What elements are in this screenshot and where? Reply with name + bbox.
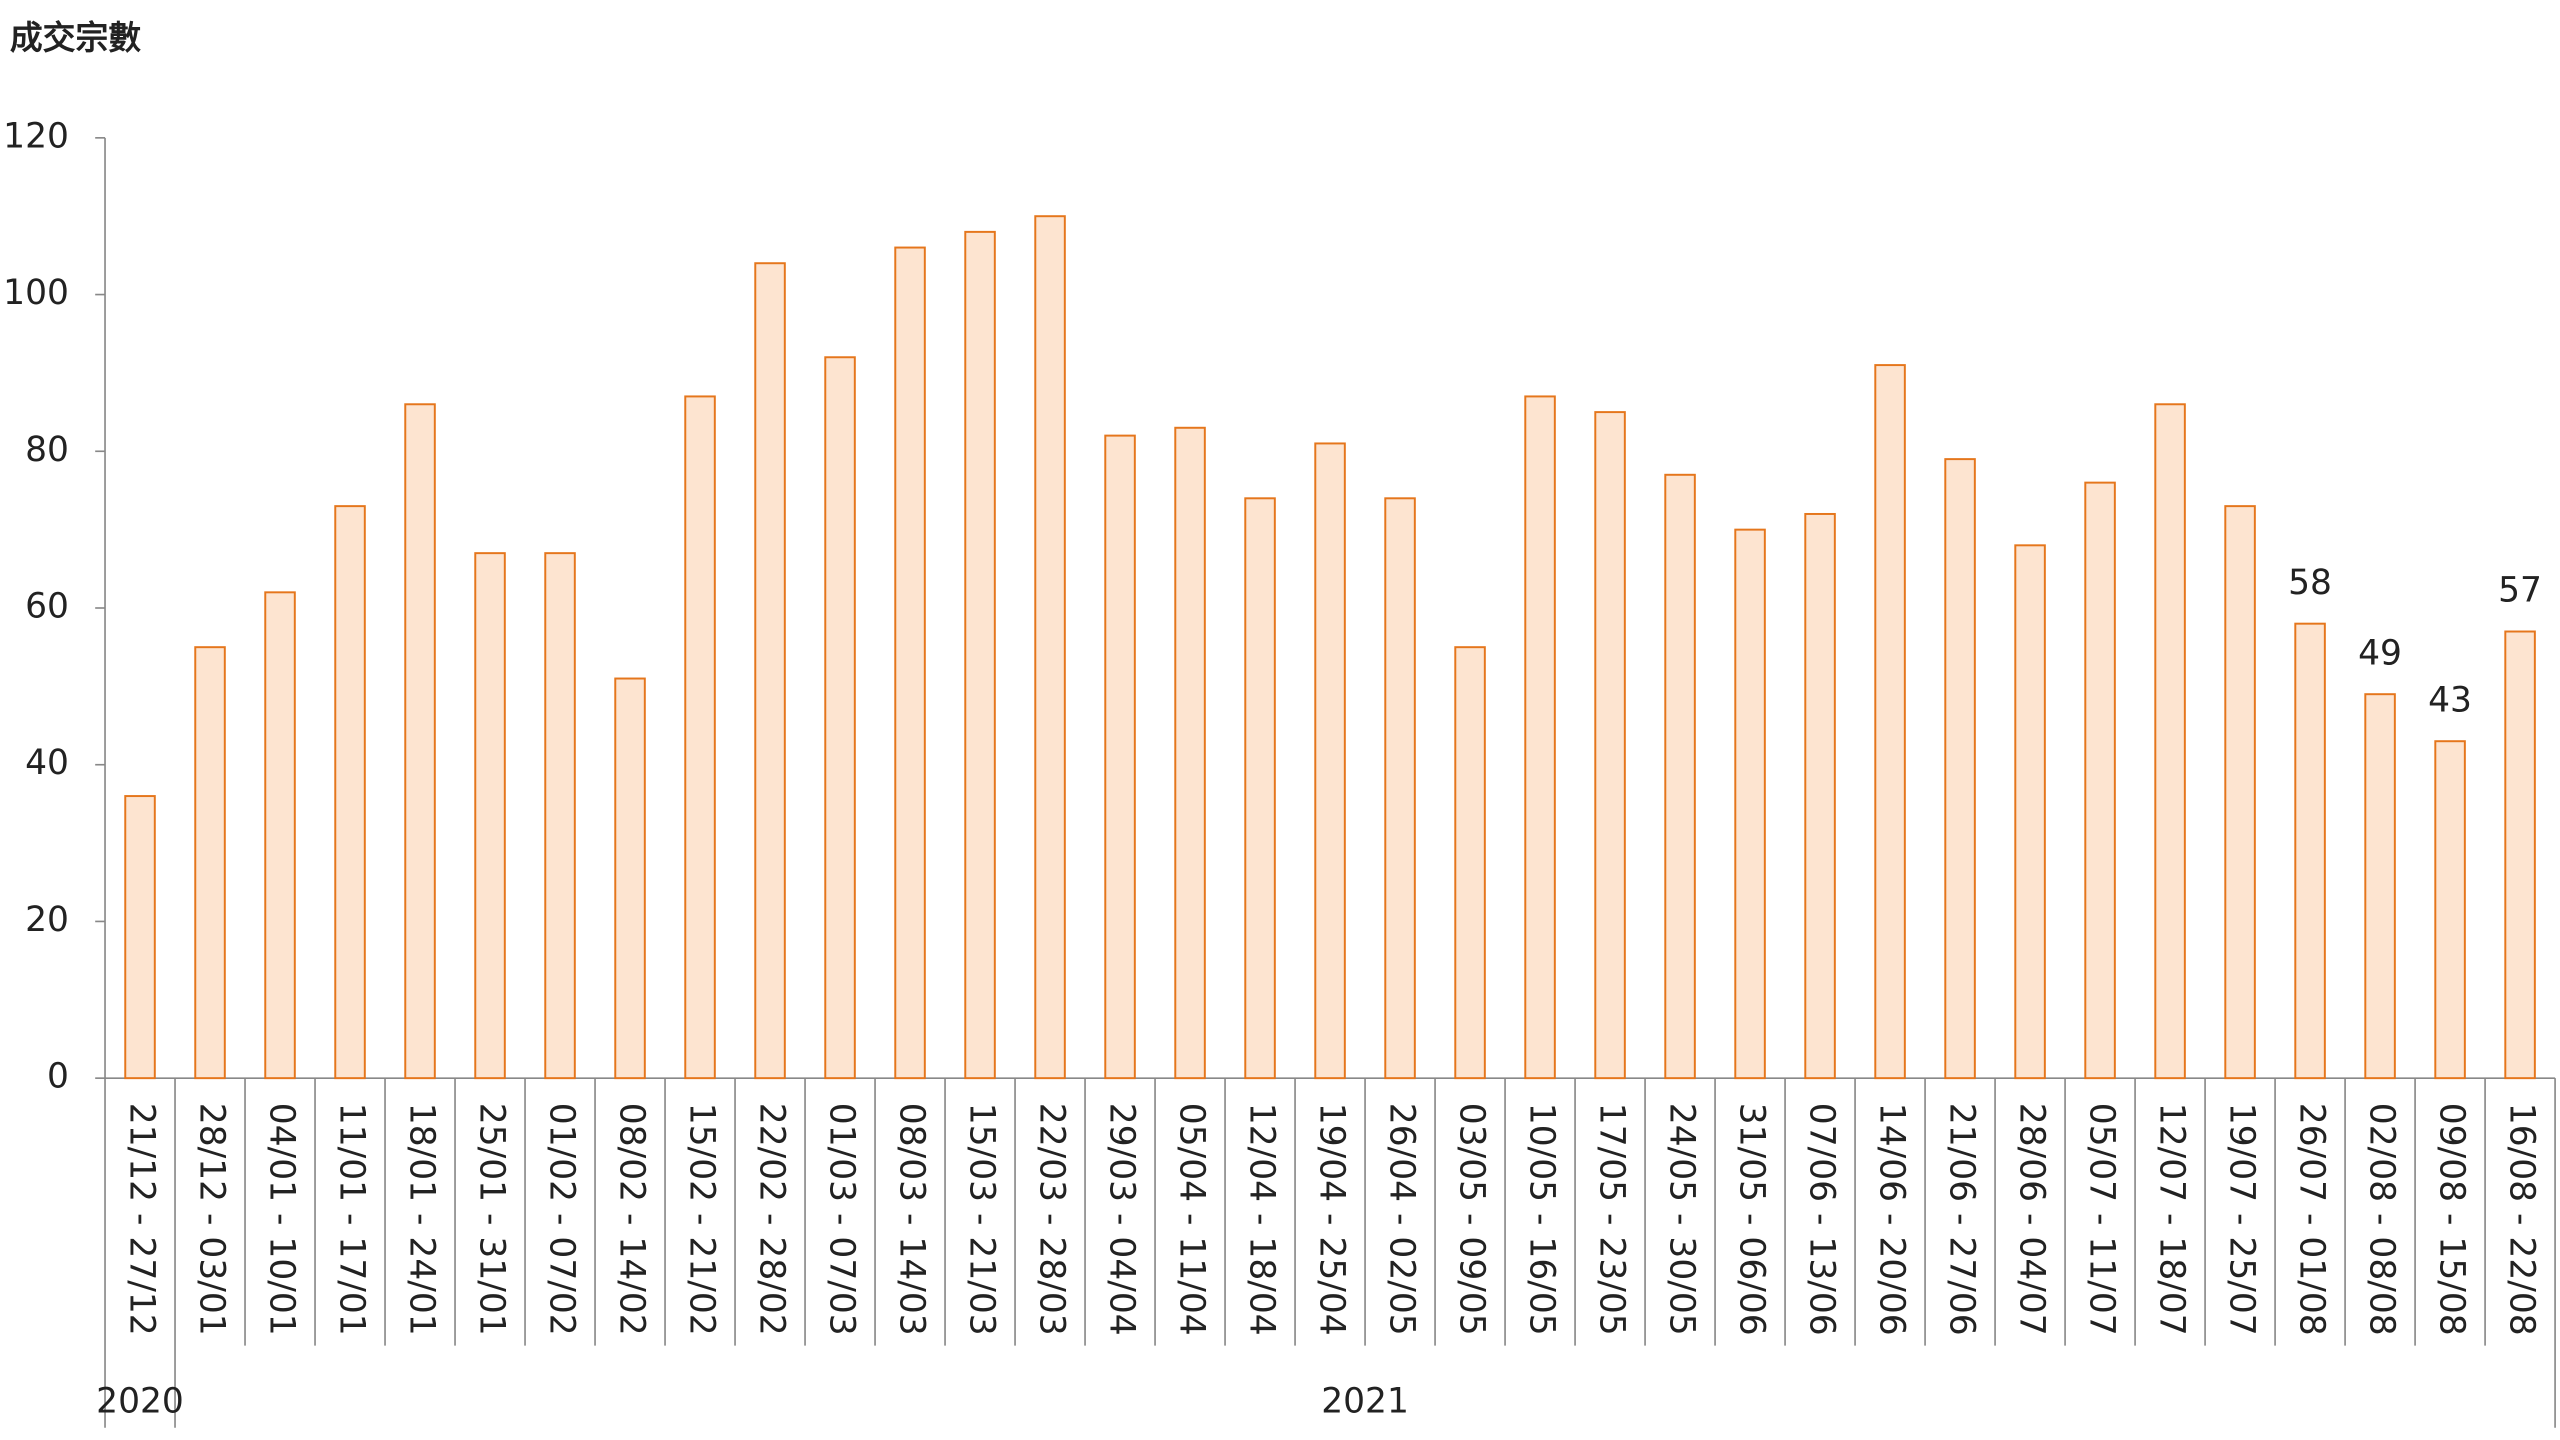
bar: [1034, 215, 1066, 1080]
x-tick-label: 21/12 - 27/12: [122, 1103, 162, 1336]
x-tick-label: 11/01 - 17/01: [332, 1103, 372, 1336]
x-tick-label: 26/07 - 01/08: [2292, 1103, 2332, 1336]
bar: [2154, 403, 2186, 1080]
bar: [2504, 630, 2536, 1080]
y-tick-label: 120: [3, 116, 69, 156]
x-tick-label: 22/03 - 28/03: [1032, 1103, 1072, 1336]
group-label: 2020: [96, 1382, 184, 1422]
x-tick-label: 10/05 - 16/05: [1522, 1103, 1562, 1336]
x-tick-label: 18/01 - 24/01: [402, 1103, 442, 1336]
bar: [124, 795, 156, 1080]
data-label: 57: [2498, 571, 2542, 611]
x-tick-label: 08/02 - 14/02: [612, 1103, 652, 1336]
bar: [614, 677, 646, 1080]
x-tick-label: 28/12 - 03/01: [192, 1103, 232, 1336]
bar: [264, 591, 296, 1080]
x-tick-label: 31/05 - 06/06: [1732, 1103, 1772, 1336]
x-tick-label: 01/03 - 07/03: [822, 1103, 862, 1336]
x-tick-label: 22/02 - 28/02: [752, 1103, 792, 1336]
x-tick-label: 29/03 - 04/04: [1102, 1103, 1142, 1336]
bar: [1734, 528, 1766, 1080]
bar: [2364, 693, 2396, 1080]
data-label: 49: [2358, 633, 2402, 673]
bar: [1874, 364, 1906, 1080]
bar: [754, 262, 786, 1080]
bar: [1804, 512, 1836, 1080]
bar: [1524, 395, 1556, 1080]
y-tick-label: 100: [3, 273, 69, 313]
x-tick-label: 08/03 - 14/03: [892, 1103, 932, 1336]
bar: [2084, 481, 2116, 1080]
data-label: 43: [2428, 680, 2472, 720]
data-label: 58: [2288, 563, 2332, 603]
x-tick-label: 26/04 - 02/05: [1382, 1103, 1422, 1336]
x-tick-label: 19/07 - 25/07: [2222, 1103, 2262, 1336]
bar: [2434, 740, 2466, 1080]
bar: [544, 552, 576, 1080]
bar: [1944, 458, 1976, 1080]
bar: [1104, 434, 1136, 1080]
x-tick-label: 12/07 - 18/07: [2152, 1103, 2192, 1336]
x-tick-label: 05/04 - 11/04: [1172, 1103, 1212, 1336]
x-tick-label: 25/01 - 31/01: [472, 1103, 512, 1336]
y-tick-label: 80: [25, 430, 69, 470]
bar: [1244, 497, 1276, 1080]
x-tick-label: 09/08 - 15/08: [2432, 1103, 2472, 1336]
y-axis-title: 成交宗數: [10, 19, 141, 57]
bar: [684, 395, 716, 1080]
x-tick-label: 03/05 - 09/05: [1452, 1103, 1492, 1336]
x-tick-label: 01/02 - 07/02: [542, 1103, 582, 1336]
x-tick-label: 19/04 - 25/04: [1312, 1103, 1352, 1336]
x-tick-label: 16/08 - 22/08: [2502, 1103, 2542, 1336]
y-tick-label: 0: [47, 1057, 69, 1097]
x-tick-label: 28/06 - 04/07: [2012, 1103, 2052, 1336]
bar: [824, 356, 856, 1080]
x-tick-label: 04/01 - 10/01: [262, 1103, 302, 1336]
x-tick-label: 07/06 - 13/06: [1802, 1103, 1842, 1336]
x-tick-label: 21/06 - 27/06: [1942, 1103, 1982, 1336]
bar: [474, 552, 506, 1080]
bar: [2294, 622, 2326, 1080]
bar: [1174, 426, 1206, 1080]
group-label: 2021: [1321, 1382, 1409, 1422]
bar: [1314, 442, 1346, 1080]
bar: [1594, 411, 1626, 1080]
x-tick-label: 17/05 - 23/05: [1592, 1103, 1632, 1336]
bar: [1664, 473, 1696, 1080]
x-tick-label: 14/06 - 20/06: [1872, 1103, 1912, 1336]
x-tick-label: 15/02 - 21/02: [682, 1103, 722, 1336]
x-tick-label: 12/04 - 18/04: [1242, 1103, 1282, 1336]
bar: [1454, 646, 1486, 1080]
x-tick-label: 02/08 - 08/08: [2362, 1103, 2402, 1336]
y-tick-label: 60: [25, 587, 69, 627]
y-tick-label: 20: [25, 900, 69, 940]
bar: [894, 246, 926, 1080]
bar: [334, 505, 366, 1080]
bar: [194, 646, 226, 1080]
x-tick-label: 15/03 - 21/03: [962, 1103, 1002, 1336]
y-tick-label: 40: [25, 743, 69, 783]
bar: [1384, 497, 1416, 1080]
x-tick-label: 24/05 - 30/05: [1662, 1103, 1702, 1336]
x-tick-label: 05/07 - 11/07: [2082, 1103, 2122, 1336]
bar: [404, 403, 436, 1080]
bar: [964, 230, 996, 1080]
bar: [2224, 505, 2256, 1080]
bar: [2014, 544, 2046, 1080]
